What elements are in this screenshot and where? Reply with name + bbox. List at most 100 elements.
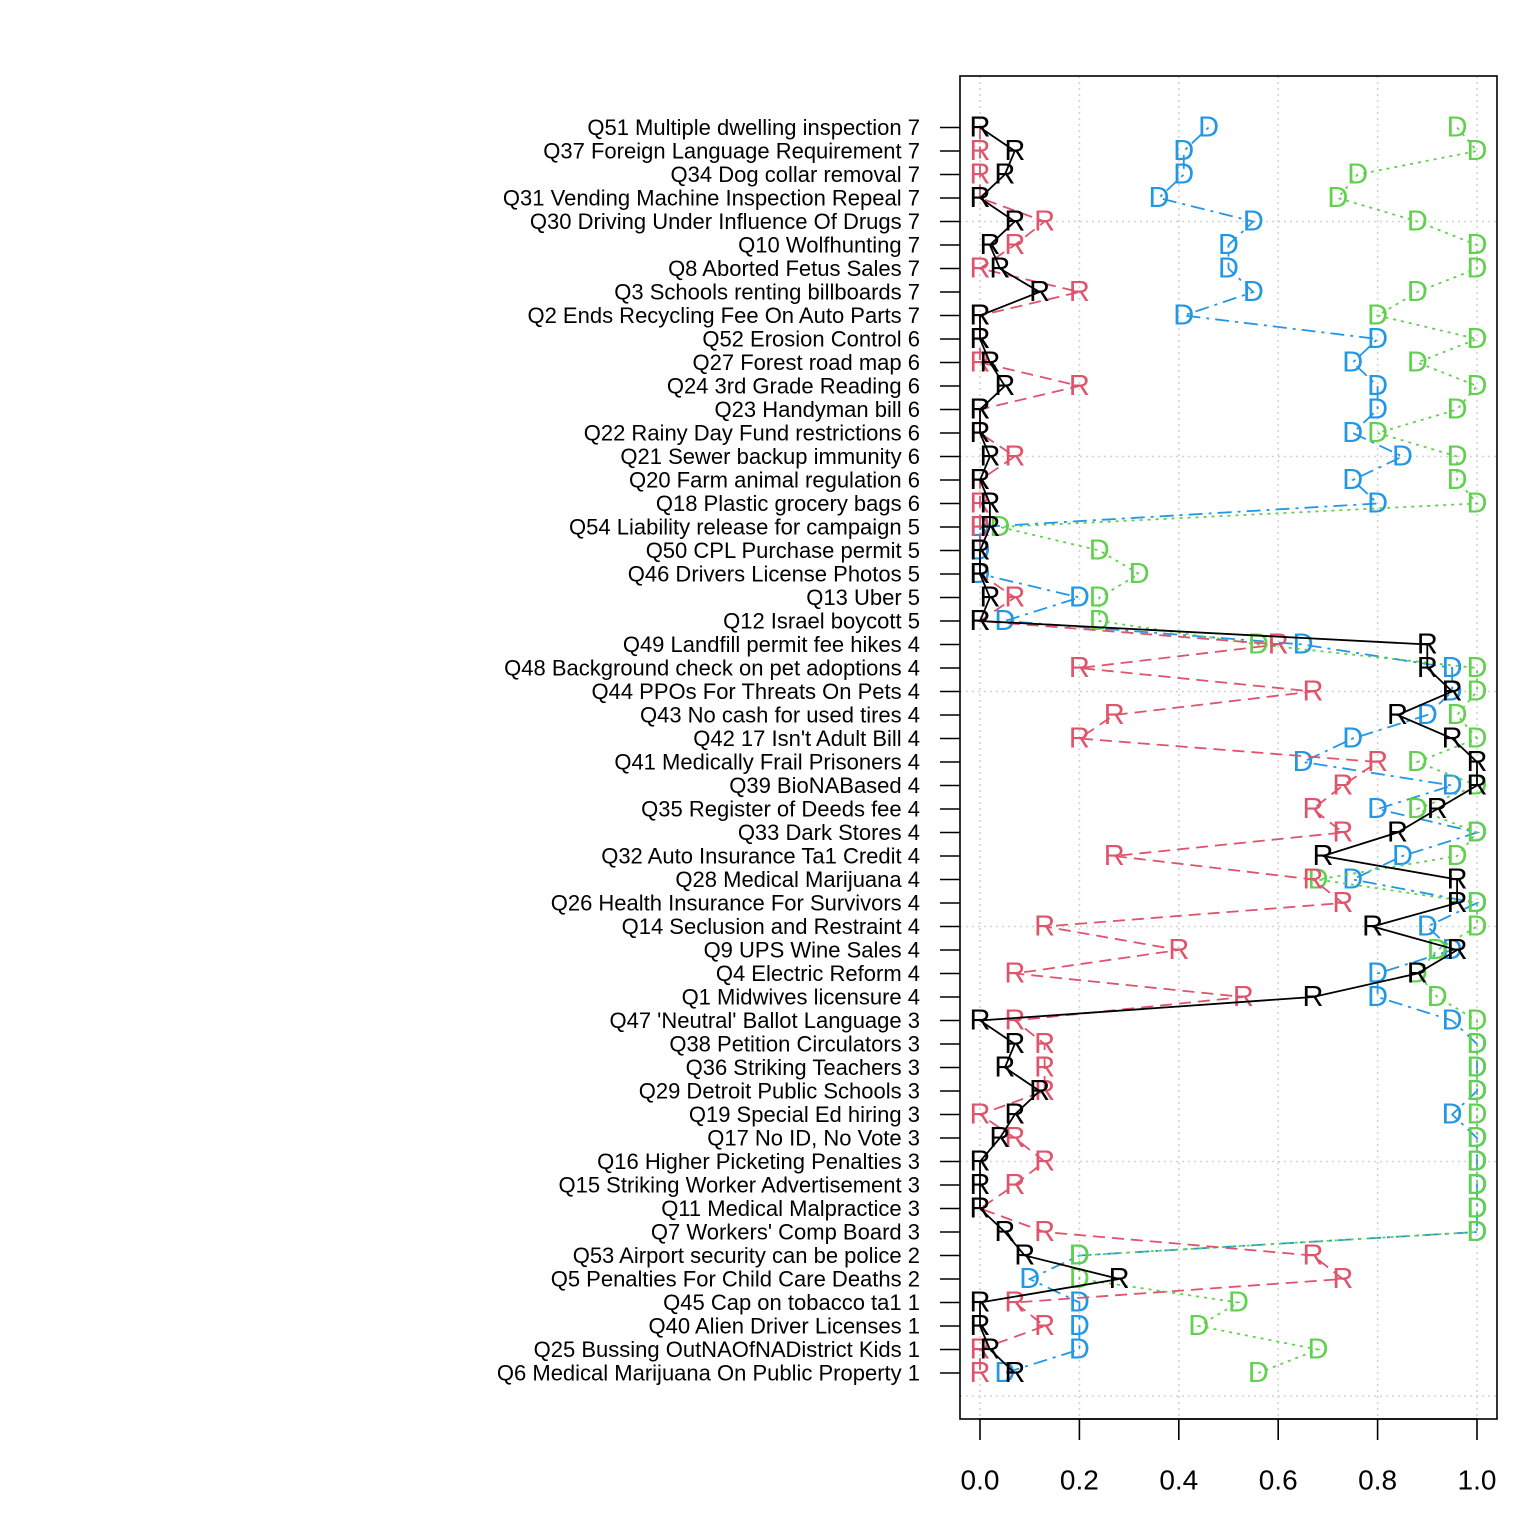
data-point-marker: D [1342, 864, 1363, 896]
y-tick-label: Q6 Medical Marijuana On Public Property … [497, 1361, 920, 1386]
data-point-marker: R [970, 135, 991, 167]
data-point-marker: R [989, 253, 1010, 285]
y-axis-tick-marks [940, 126, 960, 1374]
data-point-marker: R [994, 159, 1015, 191]
data-point-marker: R [1004, 1005, 1025, 1037]
y-tick-label: Q16 Higher Picketing Penalties 3 [597, 1149, 920, 1174]
data-point-marker: R [970, 182, 991, 214]
y-tick-label: Q45 Cap on tobacco ta1 1 [663, 1290, 920, 1315]
data-point-marker: D [1342, 464, 1363, 496]
data-point-marker: D [1447, 441, 1468, 473]
data-point-marker: D [1089, 582, 1110, 614]
data-point-marker: R [1312, 840, 1333, 872]
data-point-marker: R [1069, 276, 1090, 308]
x-tick-label: 0.2 [1060, 1465, 1099, 1496]
data-point-marker: D [1293, 746, 1314, 778]
data-point-marker: D [1417, 699, 1438, 731]
data-point-marker: D [1367, 394, 1388, 426]
data-point-marker: D [1327, 182, 1348, 214]
y-tick-label: Q37 Foreign Language Requirement 7 [543, 139, 920, 164]
data-point-marker: R [1332, 887, 1353, 919]
data-point-marker: R [1004, 229, 1025, 261]
data-point-marker: R [1427, 793, 1448, 825]
data-point-marker: D [1173, 300, 1194, 332]
data-point-marker: R [970, 1357, 991, 1389]
data-point-marker: D [1447, 840, 1468, 872]
data-point-marker: R [970, 488, 991, 520]
data-point-marker: D [1148, 182, 1169, 214]
grid-lines [960, 76, 1497, 1419]
y-tick-label: Q19 Special Ed hiring 3 [689, 1102, 920, 1127]
y-tick-label: Q22 Rainy Day Fund restrictions 6 [584, 421, 920, 446]
y-tick-label: Q42 17 Isn't Adult Bill 4 [693, 726, 920, 751]
data-point-marker: R [970, 253, 991, 285]
y-tick-label: Q23 Handyman bill 6 [715, 397, 920, 422]
y-tick-label: Q54 Liability release for campaign 5 [569, 515, 920, 540]
data-point-marker: D [1367, 488, 1388, 520]
y-tick-label: Q26 Health Insurance For Survivors 4 [551, 891, 920, 916]
y-tick-label: Q30 Driving Under Influence Of Drugs 7 [530, 209, 920, 234]
data-point-marker: R [1362, 911, 1383, 943]
data-point-marker: D [1467, 1146, 1488, 1178]
data-point-marker: R [970, 1099, 991, 1131]
data-point-marker: D [1347, 159, 1368, 191]
data-point-marker: D [994, 1357, 1015, 1389]
data-point-marker: R [979, 582, 1000, 614]
y-tick-label: Q51 Multiple dwelling inspection 7 [587, 115, 920, 140]
y-tick-label: Q46 Drivers License Photos 5 [628, 562, 920, 587]
data-point-marker: R [1332, 770, 1353, 802]
y-tick-label: Q25 Bussing OutNAOfNADistrict Kids 1 [534, 1337, 920, 1362]
data-point-marker: R [970, 1005, 991, 1037]
data-point-marker: D [1392, 840, 1413, 872]
data-point-marker: D [1467, 723, 1488, 755]
data-point-marker: R [1442, 723, 1463, 755]
data-point-marker: D [1307, 1334, 1328, 1366]
data-point-marker: D [1447, 699, 1468, 731]
series-group: RRRRRRRRRRRRRRRRRRRRRRRRRRRRRRRRRRRRRRRR… [970, 112, 1488, 1390]
data-point-marker: D [1467, 1169, 1488, 1201]
data-point-marker: D [1129, 558, 1150, 590]
y-tick-label: Q24 3rd Grade Reading 6 [667, 374, 920, 399]
y-tick-label: Q48 Background check on pet adoptions 4 [504, 656, 920, 681]
data-point-marker: D [994, 605, 1015, 637]
y-tick-label: Q47 'Neutral' Ballot Language 3 [609, 1008, 920, 1033]
series-line [977, 126, 1478, 1374]
y-tick-label: Q8 Aborted Fetus Sales 7 [668, 256, 920, 281]
data-point-marker: R [1034, 1028, 1055, 1060]
data-point-marker: R [979, 488, 1000, 520]
data-point-marker: D [1467, 1075, 1488, 1107]
data-point-marker: R [1387, 817, 1408, 849]
series-layer: DDDDDDDDDDDDDDDDDDDDDDDDDDDDDDDDDDDDDDDD… [970, 112, 1488, 1390]
data-point-marker: R [1447, 887, 1468, 919]
data-point-marker: R [970, 1334, 991, 1366]
data-point-marker: D [1019, 1263, 1040, 1295]
series-line [979, 126, 1481, 1374]
data-point-marker: D [1467, 370, 1488, 402]
data-point-marker: R [1104, 699, 1125, 731]
data-point-marker: R [1447, 934, 1468, 966]
plot-frame [959, 75, 1498, 1420]
data-point-marker: R [1004, 1169, 1025, 1201]
data-point-marker: D [1467, 1216, 1488, 1248]
data-point-marker: R [979, 229, 1000, 261]
x-tick-label: 0.0 [961, 1465, 1000, 1496]
series-group: DDDDDDDDDDDDDDDDDDDDDDDDDDDDDDDDDDDDDDDD… [989, 112, 1487, 1390]
data-point-marker: D [1467, 1216, 1488, 1248]
data-point-marker: D [1442, 1099, 1463, 1131]
data-point-marker: R [970, 1146, 991, 1178]
y-tick-label: Q28 Medical Marijuana 4 [675, 867, 920, 892]
data-point-marker: D [1427, 981, 1448, 1013]
data-point-marker: D [1467, 1193, 1488, 1225]
y-tick-label: Q44 PPOs For Threats On Pets 4 [591, 679, 920, 704]
data-point-marker: R [970, 347, 991, 379]
y-tick-label: Q15 Striking Worker Advertisement 3 [558, 1173, 920, 1198]
data-point-marker: D [1069, 1240, 1090, 1272]
data-point-marker: D [1467, 1052, 1488, 1084]
data-point-marker: D [1467, 652, 1488, 684]
y-tick-label: Q39 BioNABased 4 [729, 773, 920, 798]
series-group: RRRRRRRRRRRRRRRRRRRRRRRRRRRRRRRRRRRRRRRR… [970, 112, 1389, 1390]
data-point-marker: D [1069, 1287, 1090, 1319]
data-point-marker: D [1293, 629, 1314, 661]
data-point-marker: D [1069, 582, 1090, 614]
y-tick-label: Q20 Farm animal regulation 6 [629, 468, 920, 493]
